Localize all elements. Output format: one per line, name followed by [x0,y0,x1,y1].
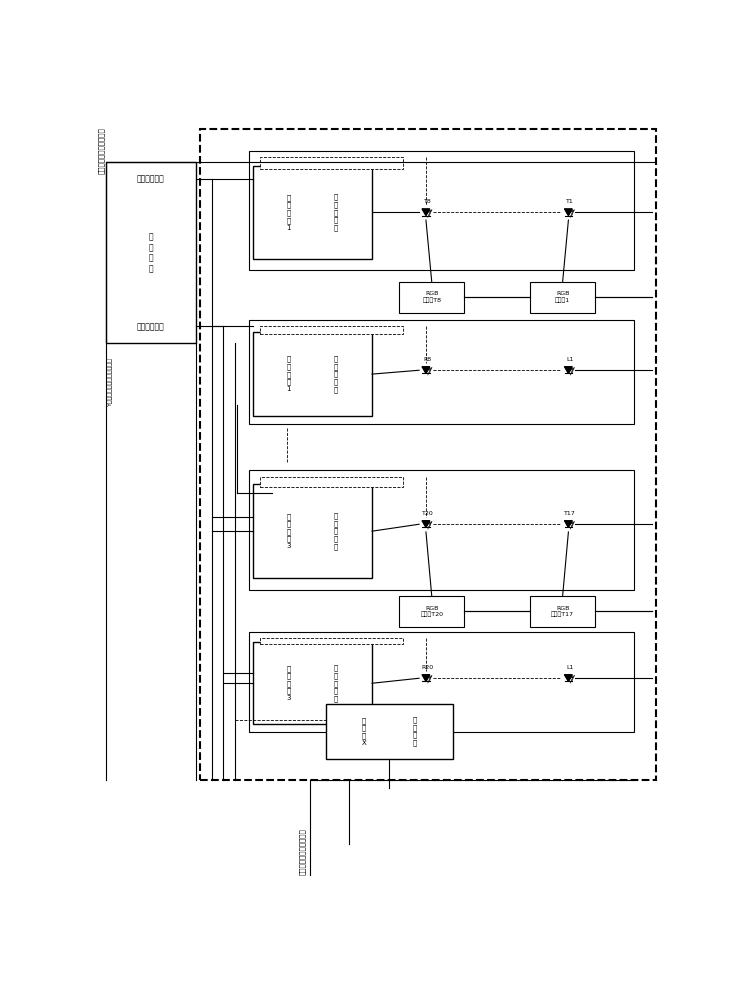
Text: 驱
动
电
路
3: 驱 动 电 路 3 [286,513,291,549]
Text: 驱
动
电
路
1: 驱 动 电 路 1 [286,194,291,231]
Bar [260,326,403,334]
Bar [530,596,595,627]
Bar [253,332,372,416]
Text: RGB
颜色灯T20: RGB 颜色灯T20 [420,606,443,617]
Text: 频
道
编
码
器: 频 道 编 码 器 [334,513,339,550]
Bar [530,282,595,312]
Polygon shape [565,209,572,216]
Bar [326,704,453,759]
Text: L1: L1 [566,665,574,670]
Text: 频
道
编
码: 频 道 编 码 [413,717,417,746]
Bar [260,638,403,644]
Bar [260,477,403,487]
Bar [248,632,634,732]
Text: 控制线接下一级智能货架: 控制线接下一级智能货架 [299,828,306,875]
Text: T20: T20 [422,511,433,516]
Bar [253,166,372,259]
Text: 接收控制指令: 接收控制指令 [137,322,164,331]
Bar [253,642,372,724]
Bar [253,484,372,578]
Text: T17: T17 [564,511,576,516]
Polygon shape [422,209,430,216]
Text: 备份单据打印设备与主机: 备份单据打印设备与主机 [97,127,104,174]
Text: R8: R8 [423,357,432,362]
Bar [399,596,464,627]
Polygon shape [422,521,430,527]
Text: 驱
动
电
路
1: 驱 动 电 路 1 [286,356,291,392]
Bar [106,162,196,343]
Bar [260,157,403,169]
Text: 补
偿
控
制: 补 偿 控 制 [148,233,153,273]
Text: 驱
动
电
路
3: 驱 动 电 路 3 [286,665,291,701]
Text: 频
道
编
码
器: 频 道 编 码 器 [334,194,339,231]
Text: RGB
颜色灯T17: RGB 颜色灯T17 [551,606,574,617]
Text: 通
道
路
X: 通 道 路 X [362,717,366,746]
Text: T8: T8 [423,199,432,204]
Bar [248,470,634,590]
Text: 频
道
编
码
器: 频 道 编 码 器 [334,665,339,702]
Text: 频
道
编
码
器: 频 道 编 码 器 [334,356,339,393]
Text: RGB
颜色灯T8: RGB 颜色灯T8 [423,291,441,303]
Bar [248,151,634,270]
Text: Y备份单元控制器存储器选择: Y备份单元控制器存储器选择 [107,357,113,406]
Polygon shape [565,521,572,527]
Bar [200,129,656,780]
Polygon shape [422,367,430,373]
Text: R20: R20 [421,665,434,670]
Text: RGB
颜色灯1: RGB 颜色灯1 [555,291,570,303]
Bar [248,320,634,424]
Bar [399,282,464,312]
Polygon shape [565,675,572,681]
Polygon shape [422,675,430,681]
Text: 发射控制指令: 发射控制指令 [137,175,164,184]
Text: L1: L1 [566,357,574,362]
Polygon shape [565,367,572,373]
Text: T1: T1 [566,199,574,204]
